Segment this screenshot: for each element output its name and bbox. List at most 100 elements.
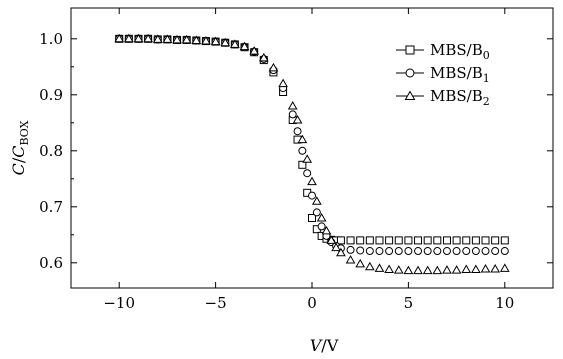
y-tick-label: 0.6	[39, 254, 63, 272]
triangle-point	[302, 154, 313, 163]
circle-point	[404, 247, 413, 256]
triangle-point	[451, 265, 462, 274]
triangle-point	[152, 34, 163, 43]
y-tick-label: 0.8	[39, 142, 63, 160]
square-point	[394, 236, 403, 245]
axis-ticks	[71, 8, 553, 288]
triangle-point	[393, 265, 404, 274]
triangle-point	[133, 33, 144, 43]
circle-point	[433, 247, 442, 256]
square-point	[365, 236, 374, 245]
circle-point	[452, 247, 461, 256]
square-point	[336, 236, 345, 245]
circle-point	[308, 191, 316, 200]
square-point	[375, 236, 384, 245]
triangle-point	[114, 33, 125, 43]
legend-entry-2: MBS/B2	[396, 87, 490, 108]
triangle-point	[384, 264, 394, 274]
circle-point	[356, 246, 365, 255]
circle-point	[312, 208, 321, 217]
circle-point	[375, 247, 384, 256]
data-series	[114, 33, 510, 275]
circle-point	[346, 245, 355, 254]
square-point	[298, 160, 307, 169]
circle-point	[491, 247, 500, 256]
circle-point	[385, 247, 394, 256]
legend-label-0: MBS/B0	[430, 41, 490, 62]
square-point	[452, 236, 461, 245]
triangle-point	[311, 196, 322, 205]
triangle-point	[413, 265, 423, 275]
x-axis-title-variable: V	[310, 336, 323, 355]
triangle-point	[326, 235, 337, 244]
circle-point	[442, 247, 451, 256]
legend-label-2-subscript: 2	[483, 95, 490, 108]
triangle-point	[355, 258, 366, 268]
circle-point	[462, 247, 471, 256]
square-point	[356, 236, 365, 245]
triangle-point	[442, 265, 452, 274]
triangle-point	[181, 34, 192, 44]
y-axis-title-subscript: BOX	[18, 120, 31, 145]
triangle-point	[490, 263, 501, 273]
square-point	[414, 236, 423, 245]
triangle-point	[201, 36, 211, 45]
triangle-point	[268, 62, 279, 72]
triangle-point	[432, 265, 443, 275]
y-tick-label: 0.9	[39, 86, 63, 104]
circle-point	[298, 146, 307, 155]
legend-label-0-name: MBS/B	[430, 41, 483, 59]
circle-point	[394, 247, 403, 256]
triangle-point	[249, 46, 260, 55]
x-tick-label: 10	[495, 294, 514, 312]
circle-point	[288, 110, 297, 119]
square-point	[442, 236, 451, 245]
square-point	[500, 236, 509, 245]
triangle-point	[292, 114, 303, 124]
x-axis-title-separator: /	[321, 336, 327, 355]
triangle-point	[345, 254, 356, 264]
legend-entry-0: MBS/B0	[396, 41, 490, 62]
triangle-point	[239, 41, 250, 51]
triangle-point	[278, 78, 288, 88]
square-point	[385, 236, 394, 245]
triangle-point	[321, 225, 332, 235]
y-axis-title-separator: /	[9, 157, 28, 163]
series-2	[114, 33, 510, 275]
legend-label-2-name: MBS/B	[430, 87, 483, 105]
x-tick-label: 5	[404, 294, 414, 312]
triangle-point	[499, 263, 510, 272]
triangle-point	[210, 36, 221, 46]
square-point	[423, 236, 432, 245]
circle-point	[471, 247, 480, 256]
x-axis-title-unit: V	[326, 336, 339, 355]
triangle-point	[331, 242, 341, 252]
triangle-point	[471, 264, 481, 274]
legend-label-1-name: MBS/B	[430, 64, 483, 82]
legend-label-1-subscript: 1	[483, 72, 490, 85]
circle-point	[317, 222, 326, 231]
square-point	[481, 236, 490, 245]
circle-point	[303, 169, 312, 178]
square-point	[491, 236, 500, 245]
legend: MBS/B0 MBS/B1 MBS/B2	[396, 41, 490, 108]
x-tick-label: −5	[205, 294, 227, 312]
triangle-point	[287, 100, 298, 110]
triangle-point	[297, 134, 308, 144]
triangle-point	[422, 265, 433, 275]
square-point	[346, 236, 355, 245]
x-tick-label: −10	[103, 294, 135, 312]
square-point	[471, 236, 480, 245]
circle-point	[414, 247, 423, 256]
y-tick-label: 0.7	[39, 198, 63, 216]
triangle-point	[336, 247, 346, 257]
circle-point	[293, 127, 302, 136]
triangle-point	[258, 52, 269, 62]
circle-point	[481, 247, 490, 256]
legend-triangle-marker	[404, 90, 416, 100]
triangle-point	[123, 33, 134, 43]
triangle-point	[220, 37, 231, 47]
triangle-point	[230, 39, 240, 48]
triangle-point	[307, 176, 317, 186]
